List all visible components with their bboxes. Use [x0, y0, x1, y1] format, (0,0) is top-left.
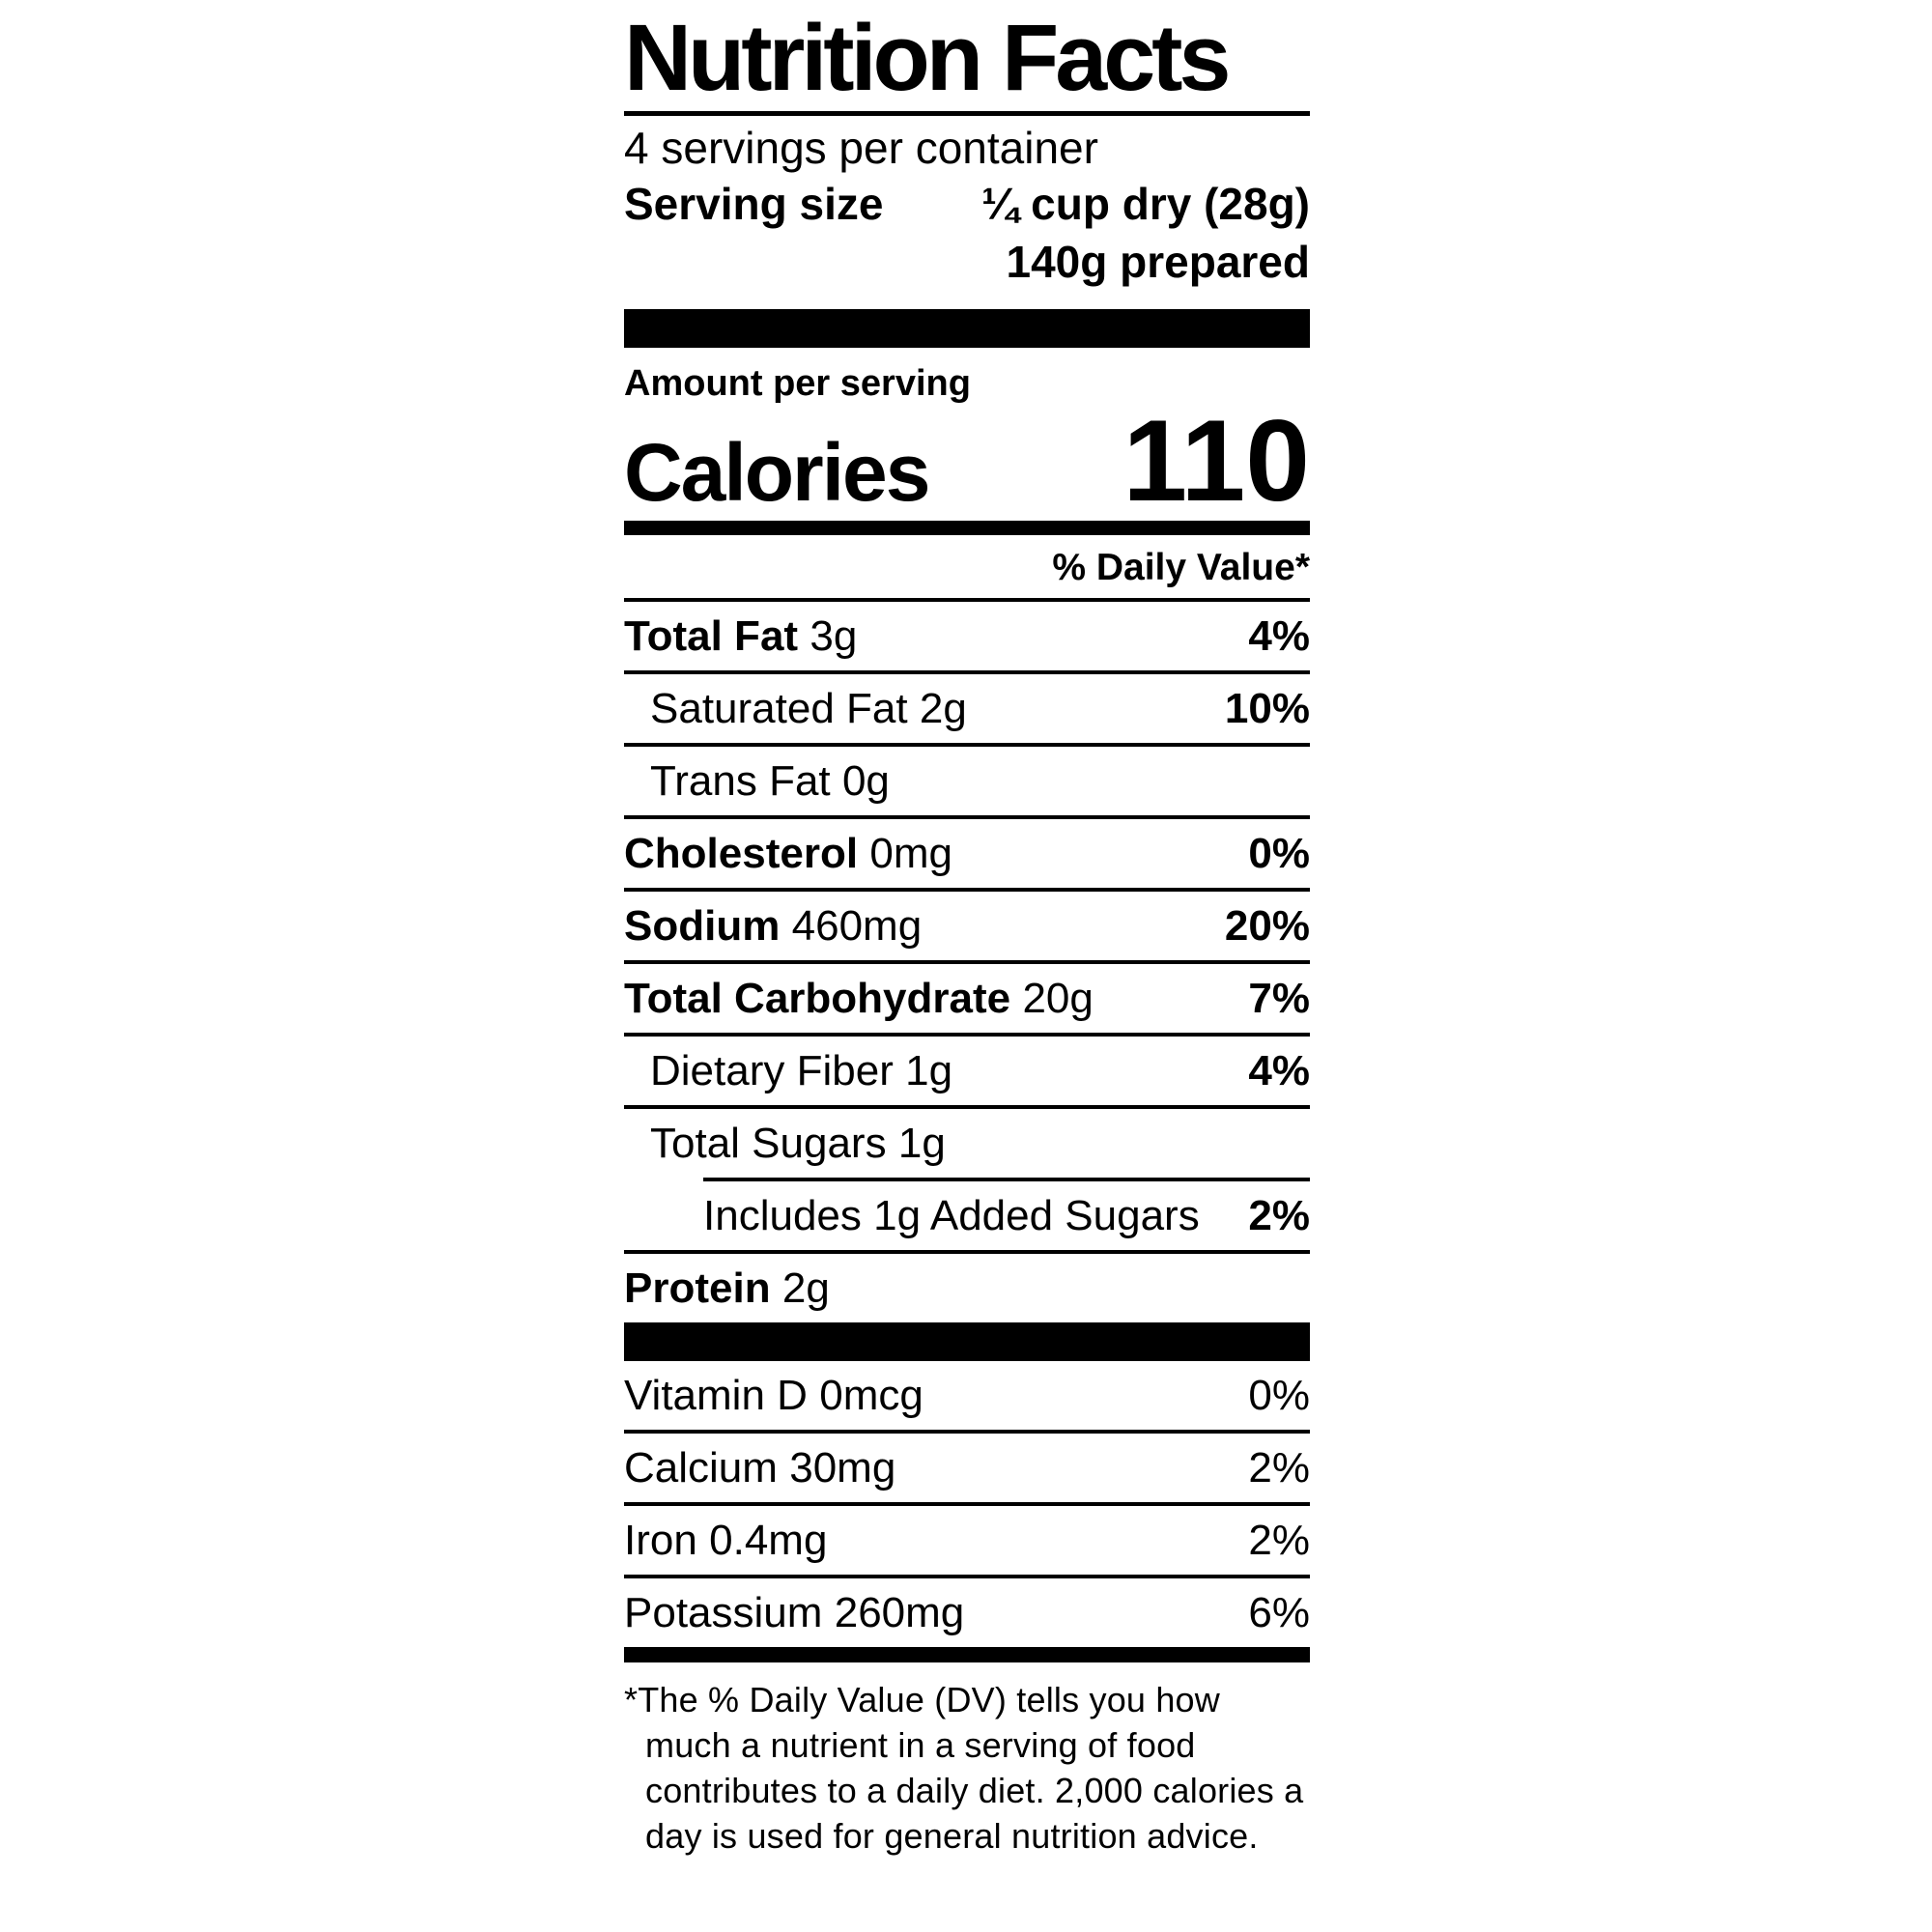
nutrient-amount: 30mg — [789, 1443, 896, 1492]
calories-divider-rule — [624, 521, 1310, 536]
nutrient-amount: 3g — [810, 611, 858, 660]
nutrition-facts-title: Nutrition Facts — [624, 11, 1310, 117]
micronutrient-rows: Vitamin D 0mcg 0% Calcium 30mg 2% Iron 0… — [624, 1361, 1310, 1647]
nutrient-amount: 2g — [919, 684, 967, 732]
nutrient-name: Total Fat — [624, 611, 799, 660]
nutrient-amount: 260mg — [834, 1588, 965, 1636]
row-dietary-fiber: Dietary Fiber 1g 4% — [624, 1037, 1310, 1110]
nutrient-amount: 2g — [781, 1264, 830, 1312]
row-cholesterol: Cholesterol 0mg 0% — [624, 819, 1310, 893]
row-total-carbohydrate: Total Carbohydrate 20g 7% — [624, 964, 1310, 1037]
nutrient-name: Trans Fat — [650, 756, 831, 805]
nutrient-name: Dietary Fiber — [650, 1046, 894, 1094]
amount-per-serving-label: Amount per serving — [624, 363, 971, 405]
row-calcium: Calcium 30mg 2% — [624, 1434, 1310, 1507]
row-protein: Protein 2g — [624, 1254, 1310, 1322]
serving-size-label: Serving size — [624, 179, 884, 230]
nutrient-dv: 2% — [1248, 1516, 1310, 1564]
daily-value-footnote: *The % Daily Value (DV) tells you how mu… — [624, 1680, 1304, 1856]
nutrient-amount: 1g — [905, 1046, 953, 1094]
row-saturated-fat: Saturated Fat 2g 10% — [624, 674, 1310, 748]
nutrient-amount: 0mg — [869, 829, 952, 877]
nutrient-amount: 20g — [1022, 974, 1094, 1022]
nutrient-name: Vitamin D — [624, 1371, 808, 1419]
nutrient-name: Protein — [624, 1264, 771, 1312]
nutrient-dv: 7% — [1248, 974, 1310, 1022]
nutrient-name: Total Carbohydrate — [624, 974, 1011, 1022]
nutrient-dv: 4% — [1248, 1046, 1310, 1094]
nutrient-dv: 20% — [1224, 901, 1310, 950]
nutrient-dv: 2% — [1248, 1191, 1310, 1239]
row-trans-fat: Trans Fat 0g — [624, 747, 1310, 820]
nutrient-dv: 0% — [1248, 829, 1310, 877]
separator-bar-middle — [624, 1322, 1310, 1362]
row-vitamin-d: Vitamin D 0mcg 0% — [624, 1361, 1310, 1435]
row-total-fat: Total Fat 3g 4% — [624, 602, 1310, 675]
nutrient-amount: 460mg — [791, 901, 923, 950]
daily-value-header: % Daily Value* — [1052, 547, 1310, 589]
row-potassium: Potassium 260mg 6% — [624, 1578, 1310, 1647]
nutrient-amount: 0mcg — [819, 1371, 923, 1419]
nutrient-dv: 0% — [1248, 1371, 1310, 1419]
serving-size-value: ¼ cup dry (28g) — [981, 179, 1310, 230]
nutrient-amount: 1g — [897, 1119, 946, 1167]
nutrient-dv: 6% — [1248, 1588, 1310, 1636]
nutrient-name: Total Sugars — [650, 1119, 887, 1167]
nutrient-dv: 2% — [1248, 1443, 1310, 1492]
row-sodium: Sodium 460mg 20% — [624, 892, 1310, 965]
calories-label: Calories — [624, 427, 930, 519]
calories-row: Calories 110 — [624, 396, 1310, 526]
nutrient-amount: 0g — [841, 756, 890, 805]
nutrition-facts-panel: Nutrition Facts 4 servings per container… — [624, 11, 1310, 1859]
nutrient-name: Calcium — [624, 1443, 778, 1492]
row-added-sugars: Includes 1g Added Sugars 2% — [624, 1181, 1310, 1255]
separator-bar-bottom — [624, 1647, 1310, 1663]
nutrient-rows: Total Fat 3g 4% Saturated Fat 2g 10% Tra… — [624, 598, 1310, 1322]
serving-size-row: Serving size ¼ cup dry (28g) — [624, 182, 1310, 226]
nutrient-name: Saturated Fat — [650, 684, 908, 732]
calories-value: 110 — [1122, 396, 1310, 526]
nutrient-name: Includes 1g Added Sugars — [703, 1191, 1200, 1239]
nutrient-dv: 10% — [1224, 684, 1310, 732]
nutrient-name: Iron — [624, 1516, 697, 1564]
serving-size-prepared-value: 140g prepared — [1006, 237, 1310, 288]
row-total-sugars: Total Sugars 1g — [624, 1109, 1310, 1178]
nutrient-name: Potassium — [624, 1588, 823, 1636]
separator-bar-top — [624, 309, 1310, 349]
servings-per-container: 4 servings per container — [624, 123, 1098, 174]
nutrient-name: Sodium — [624, 901, 781, 950]
row-iron: Iron 0.4mg 2% — [624, 1506, 1310, 1579]
nutrient-dv: 4% — [1248, 611, 1310, 660]
nutrient-name: Cholesterol — [624, 829, 859, 877]
nutrient-amount: 0.4mg — [709, 1516, 828, 1564]
indented-rule-added-sugars — [703, 1178, 1310, 1182]
